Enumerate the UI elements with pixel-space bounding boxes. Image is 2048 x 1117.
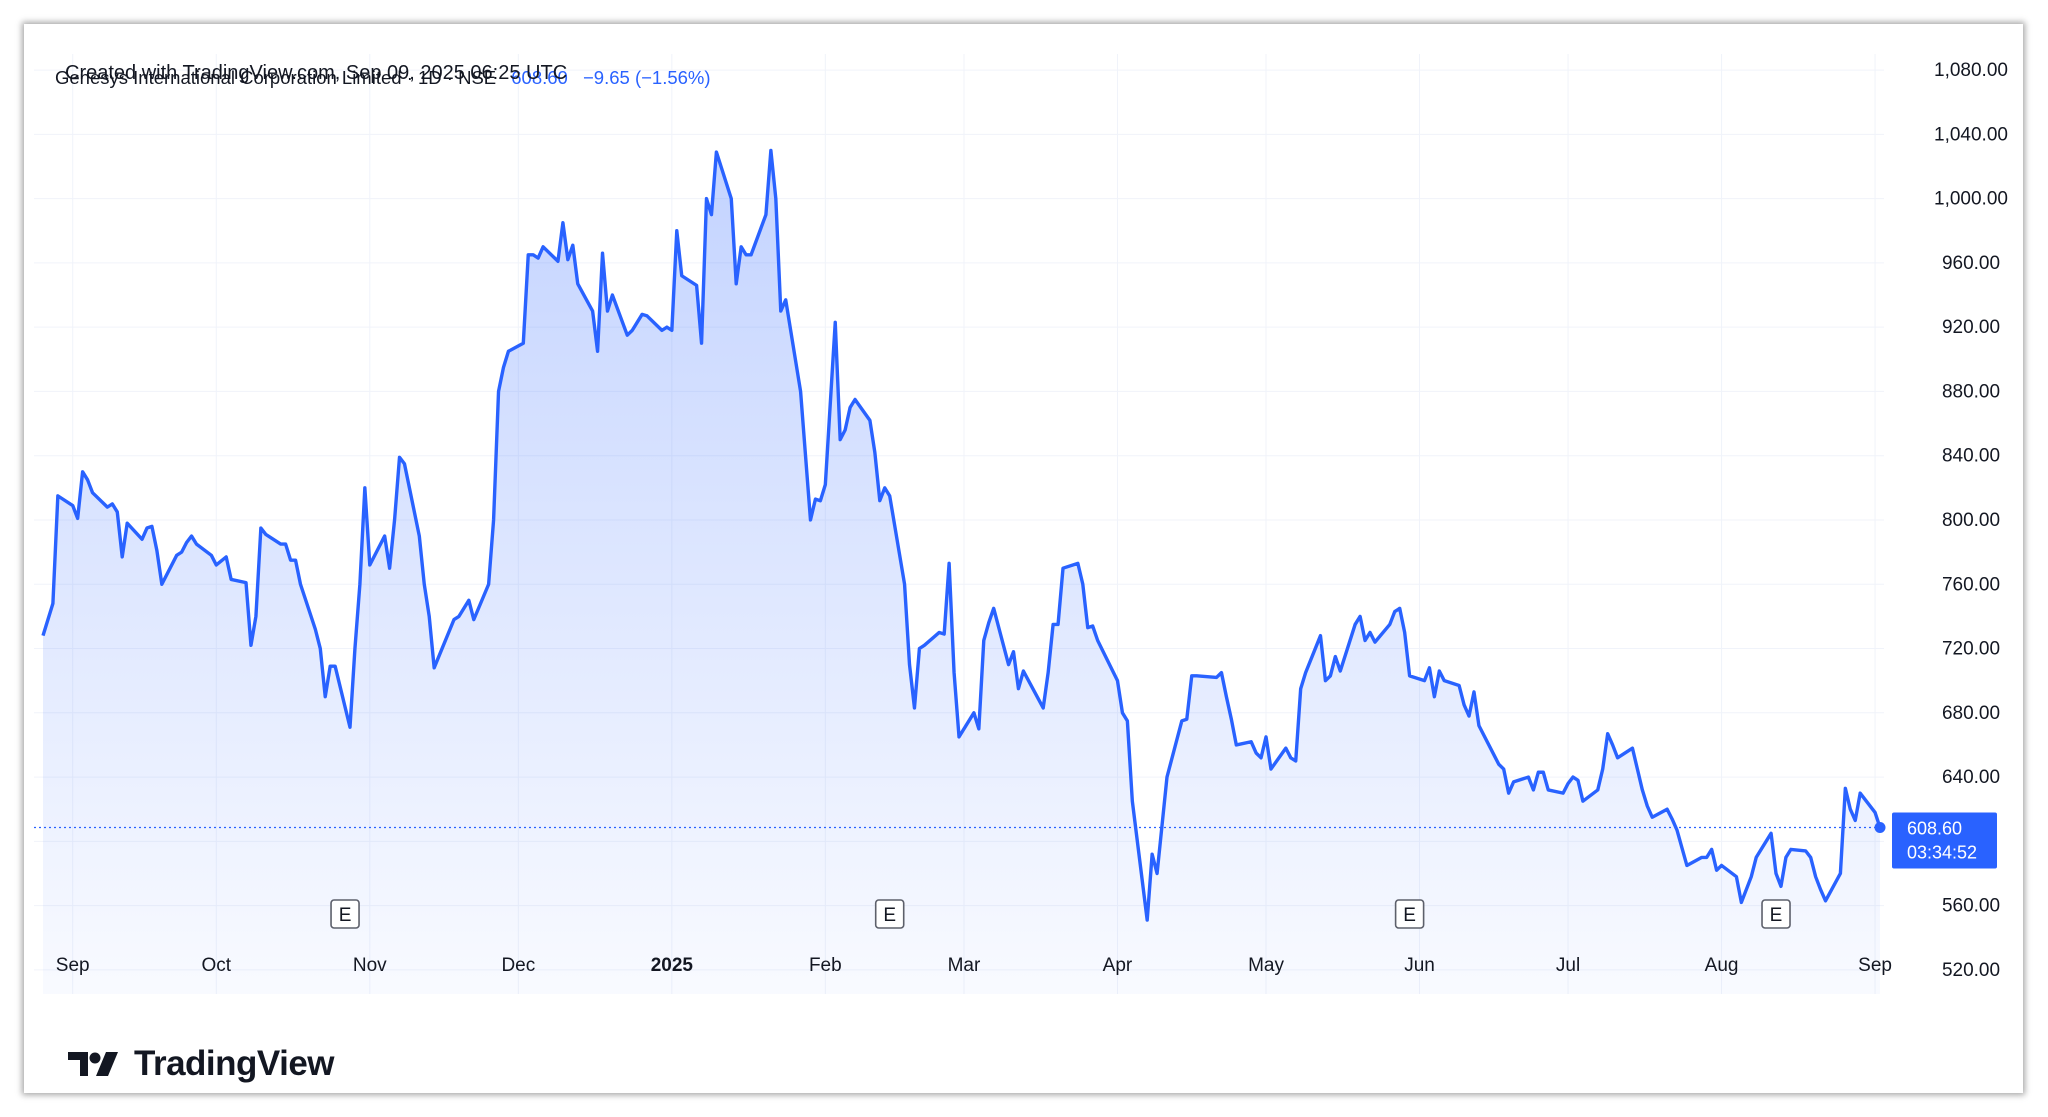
last-price-dot bbox=[1874, 822, 1886, 834]
price-scale[interactable]: 520.00 560.00 640.00 680.00 720.00 760.00 800.… bbox=[1934, 60, 2008, 981]
price-line bbox=[41, 148, 1882, 922]
time-tick-label: Mar bbox=[948, 955, 981, 976]
time-scale[interactable]: Sep Oct Nov Dec 2025 Feb Mar Apr May Jun Jul Aug Sep bbox=[56, 955, 1892, 976]
chart-card: E E E E 520.00 560.00 640.00 680.00 720.00 760.0… bbox=[24, 24, 2023, 1093]
price-tick-label: 880.00 bbox=[1942, 381, 2000, 402]
time-tick-label: Dec bbox=[501, 955, 535, 976]
earnings-marker-label: E bbox=[1403, 905, 1416, 926]
price-tick-label: 800.00 bbox=[1942, 510, 2000, 531]
last-price-badge-price: 608.60 bbox=[1907, 819, 1962, 839]
time-tick-label: Sep bbox=[1858, 955, 1892, 976]
time-tick-label: Oct bbox=[202, 955, 232, 976]
price-area-fill bbox=[43, 150, 1880, 994]
last-price-value: 608.60 bbox=[511, 67, 568, 88]
price-tick-label: 720.00 bbox=[1942, 639, 2000, 660]
time-tick-label: Apr bbox=[1103, 955, 1133, 976]
chart-canvas[interactable]: E E E E 520.00 560.00 640.00 680.00 720.00 760.0… bbox=[24, 24, 2023, 1093]
bar-countdown: 03:34:52 bbox=[1907, 843, 1977, 863]
symbol-legend[interactable]: Genesys International Corporation Limite… bbox=[55, 67, 711, 88]
created-with-caption: Created with TradingView.com, Sep 09, 20… bbox=[65, 62, 568, 84]
price-tick-label: 640.00 bbox=[1942, 767, 2000, 788]
price-tick-label: 680.00 bbox=[1942, 703, 2000, 724]
price-tick-label: 560.00 bbox=[1942, 896, 2000, 917]
time-tick-label: May bbox=[1248, 955, 1284, 976]
time-tick-label: Jul bbox=[1556, 955, 1580, 976]
price-change-value: −9.65 (−1.56%) bbox=[583, 67, 711, 88]
earnings-marker-label: E bbox=[339, 905, 352, 926]
last-price-badge: 608.60 03:34:52 bbox=[1892, 812, 1997, 869]
earnings-marker-box bbox=[1394, 899, 1425, 929]
price-tick-label: 520.00 bbox=[1942, 960, 2000, 981]
price-tick-label: 840.00 bbox=[1942, 446, 2000, 467]
price-tick-label: 960.00 bbox=[1942, 253, 2000, 274]
time-tick-label: Feb bbox=[809, 955, 842, 976]
earnings-marker-box bbox=[1761, 899, 1791, 929]
last-price-badge-bg bbox=[1892, 812, 1997, 869]
earnings-marker-label: E bbox=[1770, 905, 1783, 926]
price-tick-label: 1,040.00 bbox=[1934, 124, 2008, 145]
earnings-marker-box bbox=[330, 899, 360, 929]
tradingview-logo-text: TradingView bbox=[134, 1044, 335, 1083]
price-tick-label: 1,080.00 bbox=[1934, 60, 2008, 81]
tradingview-logo[interactable]: TradingView bbox=[68, 1044, 335, 1084]
earnings-marker-box bbox=[874, 899, 905, 929]
tradingview-logo-icon bbox=[68, 1052, 118, 1076]
time-tick-label: Sep bbox=[56, 955, 90, 976]
time-tick-label: Aug bbox=[1705, 955, 1739, 976]
earnings-marker-label: E bbox=[883, 905, 896, 926]
svg-text:Genesys International Corporat: Genesys International Corporation Limite… bbox=[55, 67, 711, 88]
time-tick-label: Nov bbox=[353, 955, 387, 976]
symbol-title: Genesys International Corporation Limite… bbox=[55, 67, 496, 88]
time-tick-label: Jun bbox=[1404, 955, 1435, 976]
price-tick-label: 760.00 bbox=[1942, 574, 2000, 595]
price-tick-label: 920.00 bbox=[1942, 317, 2000, 338]
time-tick-label: 2025 bbox=[651, 955, 694, 976]
price-tick-label: 1,000.00 bbox=[1934, 189, 2008, 210]
